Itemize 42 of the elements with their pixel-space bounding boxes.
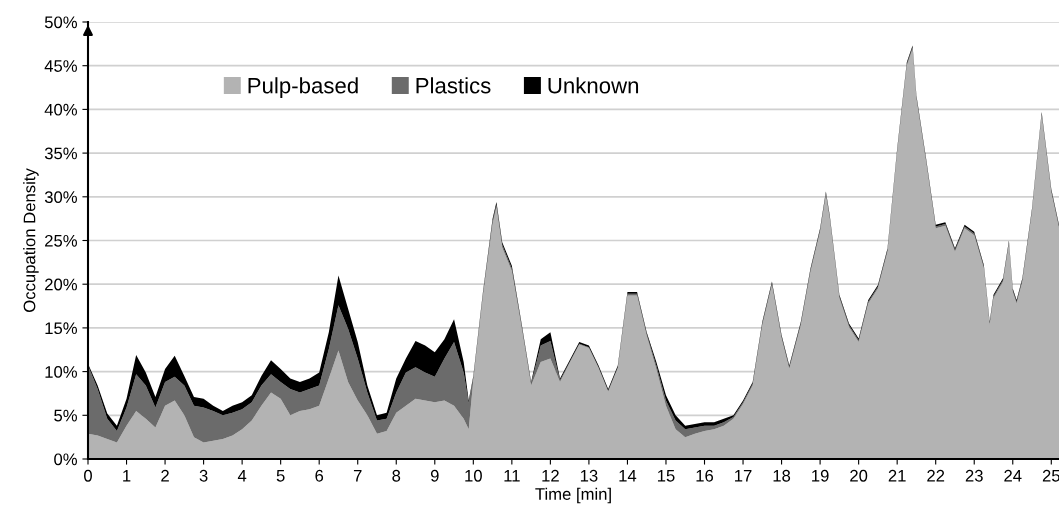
x-tick-label: 22	[927, 469, 945, 482]
y-tick-label: 50%	[44, 16, 77, 29]
x-tick-label: 24	[1004, 469, 1022, 482]
x-tick-label: 18	[773, 469, 791, 482]
x-tick-label: 11	[504, 470, 520, 482]
x-tick-label: 17	[735, 470, 752, 482]
x-tick-label: 25	[1042, 469, 1059, 482]
x-tick-label: 12	[542, 469, 559, 482]
x-tick-label: 19	[812, 469, 829, 482]
x-tick-label: 2	[161, 469, 169, 482]
y-tick-label: 15%	[45, 322, 77, 335]
x-tick-label: 21	[888, 469, 906, 482]
y-tick-label: 35%	[44, 147, 77, 160]
y-tick-label: 5%	[54, 409, 77, 422]
y-tick-label: 0%	[54, 453, 77, 466]
legend-label: Plastics	[416, 77, 491, 94]
x-tick-label: 23	[965, 469, 983, 482]
legend-label: Unknown	[548, 77, 639, 94]
x-tick-label: 8	[392, 469, 401, 482]
x-tick-label: 20	[850, 469, 868, 482]
x-tick-label: 13	[580, 469, 598, 482]
legend-label: Pulp-based	[248, 77, 358, 98]
y-tick-label: 40%	[44, 103, 77, 116]
x-tick-label: 1	[123, 470, 131, 482]
y-tick-label: 45%	[44, 60, 77, 72]
y-axis-title: Occupation Density	[23, 168, 39, 312]
x-tick-label: 3	[199, 469, 208, 482]
x-tick-label: 10	[465, 469, 482, 482]
x-tick-label: 7	[353, 470, 362, 482]
x-tick-label: 5	[276, 470, 285, 482]
x-tick-label: 16	[696, 469, 714, 482]
x-tick-label: 9	[430, 469, 439, 482]
x-tick-label: 4	[237, 470, 247, 482]
y-tick-label: 10%	[45, 366, 77, 378]
x-tick-label: 0	[84, 469, 92, 482]
x-tick-label: 15	[657, 470, 675, 482]
x-axis-title: Time [min]	[535, 487, 611, 504]
y-tick-label: 25%	[45, 234, 77, 247]
y-tick-label: 20%	[45, 278, 77, 291]
x-tick-label: 14	[619, 470, 637, 482]
x-tick-label: 6	[315, 469, 324, 482]
y-tick-label: 30%	[44, 191, 77, 203]
